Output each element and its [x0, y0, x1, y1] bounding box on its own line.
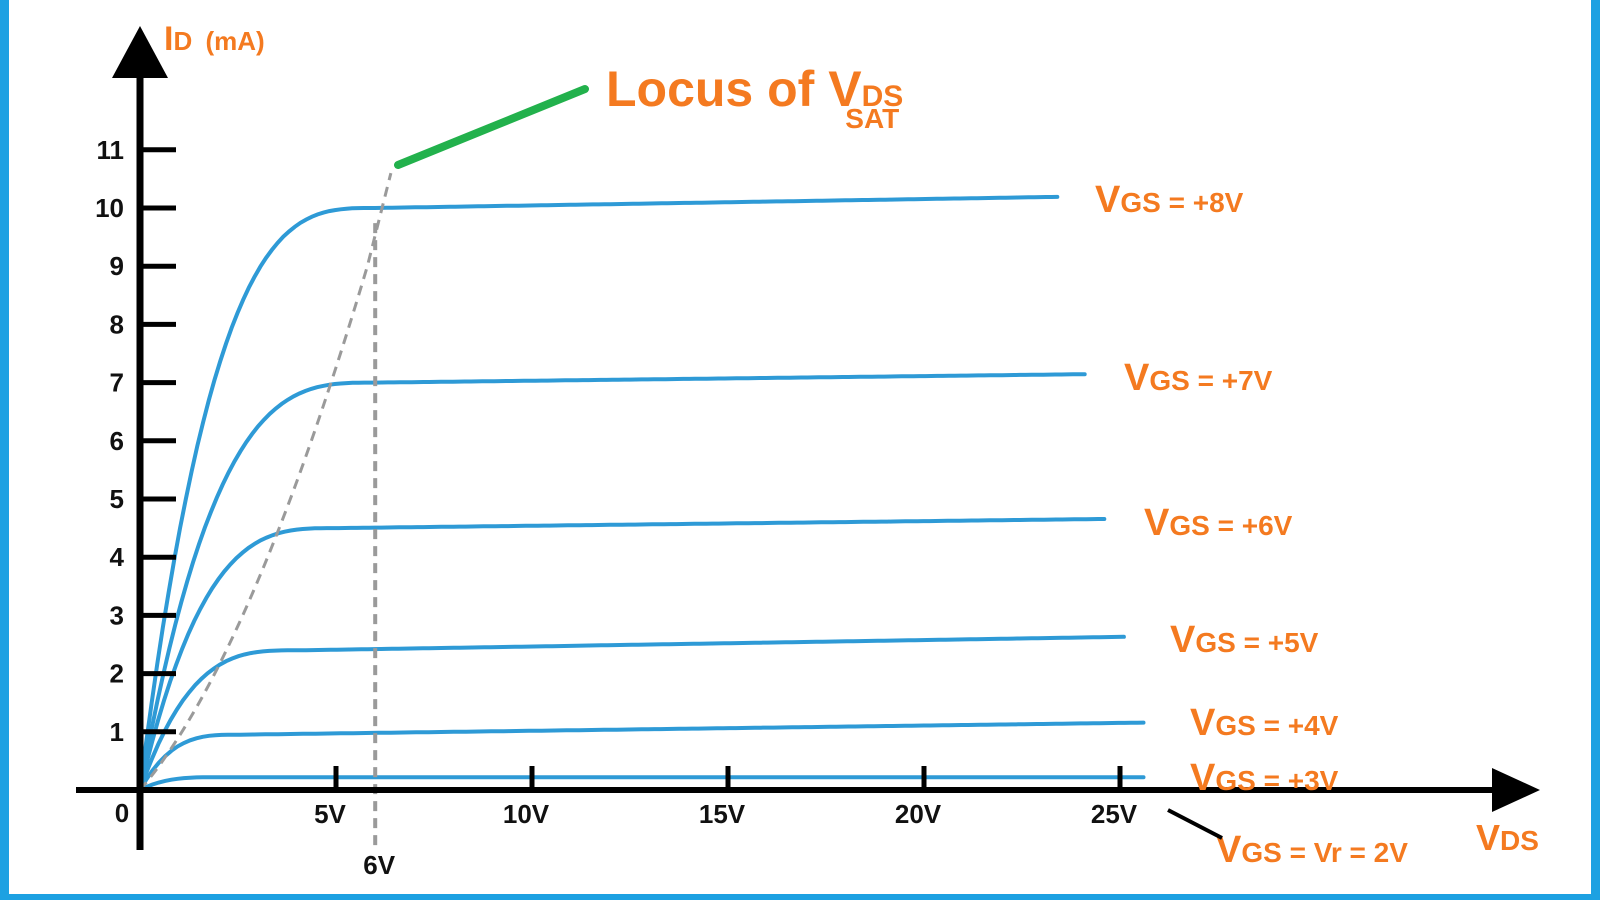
y-tick-label-9: 9 [110, 251, 124, 281]
series-label-3: VGS = +6V [1144, 502, 1293, 544]
series-label-rest: = +4V [1256, 710, 1339, 741]
origin-label: 0 [115, 798, 129, 828]
locus-title: Locus of VDS SAT [606, 61, 903, 134]
series-label-pointer [1167, 808, 1223, 840]
x-tick-label-5: 5V [314, 799, 346, 829]
series-label-rest: = +7V [1190, 365, 1273, 396]
series-label-main: V [1190, 757, 1216, 799]
y-tick-label-10: 10 [95, 193, 124, 223]
series-label-rest: = +5V [1236, 627, 1319, 658]
series-label-rest: = +8V [1161, 187, 1244, 218]
locus-group [138, 85, 589, 850]
y-tick-label-6: 6 [110, 426, 124, 456]
curve-4 [138, 634, 1126, 792]
curve-6 [138, 775, 1146, 792]
x-axis-title-sub: DS [1500, 825, 1539, 856]
series-label-rest: = +6V [1210, 510, 1293, 541]
series-label-main: V [1144, 502, 1170, 544]
y-tick-label-4: 4 [110, 542, 125, 572]
series-label-main: V [1124, 357, 1150, 399]
locus-title-main: Locus of V [606, 61, 862, 117]
series-label-sub: GS [1149, 365, 1189, 396]
series-label-1: VGS = +8V [1095, 179, 1244, 221]
x-axis-arrow [1492, 768, 1540, 812]
y-tick-label-5: 5 [110, 484, 124, 514]
curve-1 [138, 194, 1060, 792]
locus-pointer-line [394, 85, 589, 169]
series-label-sub: GS [1215, 710, 1255, 741]
series-label-main: V [1190, 702, 1216, 744]
locus-curve [138, 172, 393, 791]
curve-2 [138, 372, 1087, 792]
y-tick-label-1: 1 [110, 717, 124, 747]
locus-title-subsub: SAT [845, 103, 899, 134]
series-label-5: VGS = +4V [1190, 702, 1339, 744]
y-axis-title-sub: D [173, 26, 192, 56]
curves-group [138, 194, 1146, 792]
series-label-main: V [1095, 179, 1121, 221]
x-tick-label-10: 10V [503, 799, 550, 829]
series-label-6: VGS = +3V [1190, 757, 1339, 799]
y-tick-label-11: 11 [97, 135, 125, 165]
x-tick-label-25: 25V [1091, 799, 1138, 829]
y-tick-label-3: 3 [110, 600, 124, 630]
series-label-sub: GS [1241, 837, 1281, 868]
series-label-sub: GS [1195, 627, 1235, 658]
curve-3 [138, 517, 1107, 792]
vds-sat-marker-label: 6V [363, 850, 395, 880]
x-axis-title-main: V [1476, 817, 1500, 858]
series-label-main: V [1170, 619, 1196, 661]
curve-5 [138, 720, 1146, 792]
series-label-7: VGS = Vr = 2V [1216, 829, 1408, 871]
y-axis-title-main: I [164, 20, 173, 58]
series-label-sub: GS [1120, 187, 1160, 218]
y-tick-label-7: 7 [110, 368, 124, 398]
y-tick-label-2: 2 [110, 659, 124, 689]
locus-title-sub: DS [862, 80, 904, 113]
y-axis-title-unit: (mA) [198, 26, 264, 56]
y-tick-label-8: 8 [110, 309, 124, 339]
axes-group [76, 26, 1540, 850]
series-label-4: VGS = +5V [1170, 619, 1319, 661]
x-tick-label-15: 15V [699, 799, 746, 829]
series-label-sub: GS [1169, 510, 1209, 541]
x-tick-label-20: 20V [895, 799, 942, 829]
series-label-rest: = +3V [1256, 765, 1339, 796]
series-label-2: VGS = +7V [1124, 357, 1273, 399]
y-axis-title: ID (mA) [164, 20, 265, 58]
series-label-rest: = Vr = 2V [1282, 837, 1408, 868]
x-axis-title: VDS [1476, 817, 1539, 858]
y-axis-arrow [112, 26, 168, 78]
series-label-sub: GS [1215, 765, 1255, 796]
ticks-group: 1 2 3 4 5 6 7 8 9 10 11 0 5V 10V 15V 20V 25V 6V [95, 135, 1138, 880]
